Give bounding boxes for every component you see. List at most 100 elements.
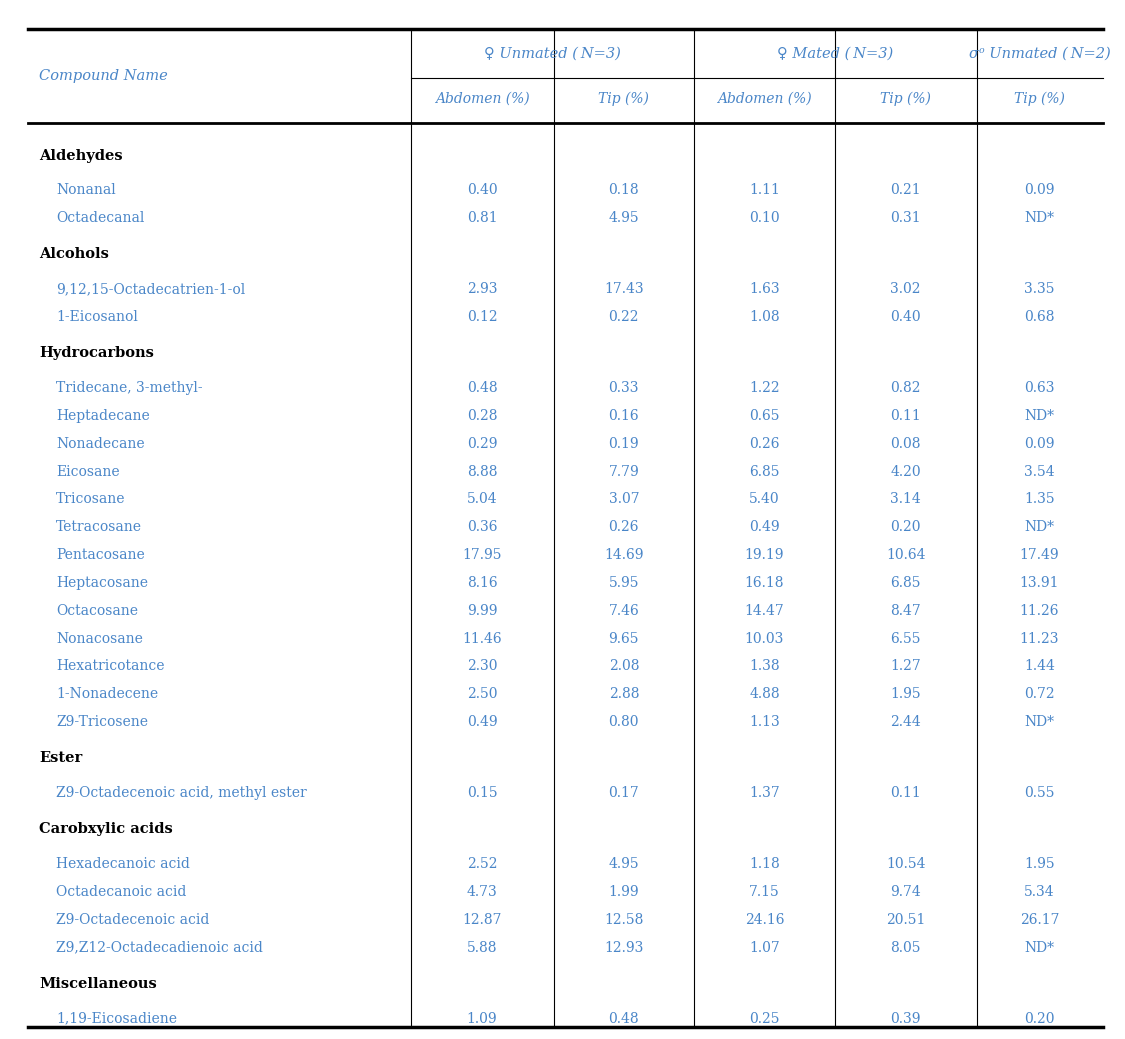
Text: 1.27: 1.27 [890, 660, 921, 673]
Text: 17.95: 17.95 [462, 549, 502, 562]
Text: 2.93: 2.93 [467, 283, 497, 296]
Text: 0.40: 0.40 [890, 310, 921, 324]
Text: 14.47: 14.47 [745, 604, 784, 618]
Text: 1,19-Eicosadiene: 1,19-Eicosadiene [56, 1012, 178, 1025]
Text: 0.15: 0.15 [467, 787, 497, 800]
Text: 14.69: 14.69 [604, 549, 643, 562]
Text: Aldehydes: Aldehydes [39, 149, 123, 163]
Text: 0.09: 0.09 [1024, 436, 1055, 451]
Text: 24.16: 24.16 [745, 912, 784, 927]
Text: 0.20: 0.20 [1024, 1012, 1055, 1025]
Text: ND*: ND* [1025, 715, 1054, 729]
Text: Tip (%): Tip (%) [598, 91, 649, 106]
Text: 1.22: 1.22 [749, 381, 780, 395]
Text: Eicosane: Eicosane [56, 464, 120, 479]
Text: 8.05: 8.05 [890, 940, 921, 955]
Text: 2.88: 2.88 [609, 688, 639, 701]
Text: 10.03: 10.03 [745, 632, 784, 645]
Text: 1.44: 1.44 [1024, 660, 1055, 673]
Text: 1.38: 1.38 [749, 660, 780, 673]
Text: 1.09: 1.09 [467, 1012, 497, 1025]
Text: 11.23: 11.23 [1019, 632, 1060, 645]
Text: Tricosane: Tricosane [56, 492, 126, 506]
Text: Hydrocarbons: Hydrocarbons [39, 346, 154, 361]
Text: 0.11: 0.11 [890, 409, 921, 423]
Text: 1.13: 1.13 [749, 715, 780, 729]
Text: 4.95: 4.95 [609, 211, 639, 225]
Text: σᵒ Unmated ( N=2): σᵒ Unmated ( N=2) [969, 47, 1110, 61]
Text: Pentacosane: Pentacosane [56, 549, 145, 562]
Text: Nonanal: Nonanal [56, 184, 116, 197]
Text: 0.72: 0.72 [1024, 688, 1055, 701]
Text: Octadecanoic acid: Octadecanoic acid [56, 885, 187, 899]
Text: ♀ Mated ( N=3): ♀ Mated ( N=3) [777, 47, 893, 61]
Text: 8.88: 8.88 [467, 464, 497, 479]
Text: Heptacosane: Heptacosane [56, 576, 148, 590]
Text: ND*: ND* [1025, 409, 1054, 423]
Text: Ester: Ester [39, 751, 82, 766]
Text: 5.04: 5.04 [467, 492, 497, 506]
Text: 16.18: 16.18 [745, 576, 784, 590]
Text: 7.79: 7.79 [609, 464, 639, 479]
Text: 0.80: 0.80 [609, 715, 639, 729]
Text: 0.40: 0.40 [467, 184, 497, 197]
Text: 6.85: 6.85 [890, 576, 921, 590]
Text: 12.58: 12.58 [604, 912, 643, 927]
Text: 1-Nonadecene: 1-Nonadecene [56, 688, 159, 701]
Text: 0.31: 0.31 [890, 211, 921, 225]
Text: 17.43: 17.43 [604, 283, 643, 296]
Text: Abdomen (%): Abdomen (%) [434, 91, 530, 106]
Text: 3.54: 3.54 [1024, 464, 1055, 479]
Text: 0.21: 0.21 [890, 184, 921, 197]
Text: Alcohols: Alcohols [39, 247, 109, 262]
Text: 0.28: 0.28 [467, 409, 497, 423]
Text: 0.17: 0.17 [609, 787, 639, 800]
Text: 9,12,15-Octadecatrien-1-ol: 9,12,15-Octadecatrien-1-ol [56, 283, 245, 296]
Text: 3.07: 3.07 [609, 492, 639, 506]
Text: 1.63: 1.63 [749, 283, 780, 296]
Text: 0.65: 0.65 [749, 409, 780, 423]
Text: 7.46: 7.46 [609, 604, 639, 618]
Text: 1.95: 1.95 [890, 688, 921, 701]
Text: 4.95: 4.95 [609, 857, 639, 871]
Text: Z9-Octadecenoic acid: Z9-Octadecenoic acid [56, 912, 209, 927]
Text: 0.26: 0.26 [609, 521, 639, 534]
Text: 0.81: 0.81 [467, 211, 497, 225]
Text: 2.30: 2.30 [467, 660, 497, 673]
Text: 10.64: 10.64 [885, 549, 926, 562]
Text: 0.12: 0.12 [467, 310, 497, 324]
Text: 0.22: 0.22 [609, 310, 639, 324]
Text: Abdomen (%): Abdomen (%) [717, 91, 812, 106]
Text: 10.54: 10.54 [885, 857, 926, 871]
Text: 9.65: 9.65 [609, 632, 639, 645]
Text: Hexadecanoic acid: Hexadecanoic acid [56, 857, 190, 871]
Text: 1.08: 1.08 [749, 310, 780, 324]
Text: Tridecane, 3-methyl-: Tridecane, 3-methyl- [56, 381, 202, 395]
Text: 1.37: 1.37 [749, 787, 780, 800]
Text: 9.74: 9.74 [890, 885, 921, 899]
Text: 0.55: 0.55 [1024, 787, 1055, 800]
Text: 0.63: 0.63 [1024, 381, 1055, 395]
Text: 8.47: 8.47 [890, 604, 921, 618]
Text: 1.35: 1.35 [1024, 492, 1055, 506]
Text: 4.88: 4.88 [749, 688, 780, 701]
Text: 7.15: 7.15 [749, 885, 780, 899]
Text: 0.33: 0.33 [609, 381, 639, 395]
Text: 2.52: 2.52 [467, 857, 497, 871]
Text: 0.29: 0.29 [467, 436, 497, 451]
Text: 9.99: 9.99 [467, 604, 497, 618]
Text: 3.14: 3.14 [890, 492, 921, 506]
Text: Z9-Octadecenoic acid, methyl ester: Z9-Octadecenoic acid, methyl ester [56, 787, 307, 800]
Text: 4.20: 4.20 [890, 464, 921, 479]
Text: Tip (%): Tip (%) [880, 91, 931, 106]
Text: 0.49: 0.49 [467, 715, 497, 729]
Text: 0.25: 0.25 [749, 1012, 780, 1025]
Text: 6.55: 6.55 [890, 632, 921, 645]
Text: Compound Name: Compound Name [39, 69, 168, 83]
Text: Tip (%): Tip (%) [1014, 91, 1065, 106]
Text: 2.08: 2.08 [609, 660, 639, 673]
Text: 1.99: 1.99 [609, 885, 639, 899]
Text: 0.48: 0.48 [609, 1012, 639, 1025]
Text: Miscellaneous: Miscellaneous [39, 977, 158, 991]
Text: 0.18: 0.18 [609, 184, 639, 197]
